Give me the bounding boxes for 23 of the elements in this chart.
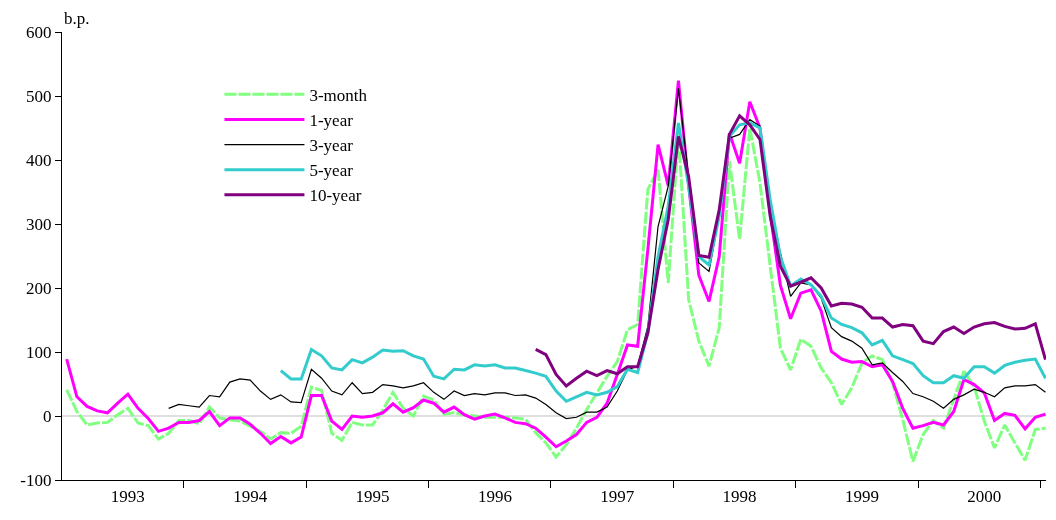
- x-tick-label: 1997: [600, 486, 635, 506]
- y-tick-label: 400: [26, 150, 52, 170]
- line-series: [534, 114, 1046, 388]
- y-tick-label: -100: [20, 470, 52, 490]
- legend-label: 3-month: [309, 85, 368, 105]
- x-tick-label: 2000: [967, 486, 1002, 506]
- x-tick-label: 1999: [844, 486, 879, 506]
- y-axis-title: b.p.: [64, 9, 90, 28]
- y-tick-label: 200: [26, 278, 52, 298]
- y-tick-label: 600: [26, 22, 52, 42]
- legend-label: 1-year: [309, 111, 354, 131]
- legend-label: 3-year: [309, 136, 354, 156]
- y-tick-label: 100: [26, 342, 52, 362]
- x-tick-label: 1995: [355, 486, 390, 506]
- legend-label: 10-year: [309, 186, 362, 206]
- x-tick-label: 1998: [722, 486, 757, 506]
- x-tick-label: 1993: [110, 486, 145, 506]
- y-tick-label: 0: [43, 406, 52, 426]
- x-tick-label: 1994: [233, 486, 268, 506]
- y-tick-label: 500: [26, 86, 52, 106]
- y-tick-label: 300: [26, 214, 52, 234]
- legend-label: 5-year: [309, 161, 354, 181]
- x-tick-label: 1996: [477, 486, 512, 506]
